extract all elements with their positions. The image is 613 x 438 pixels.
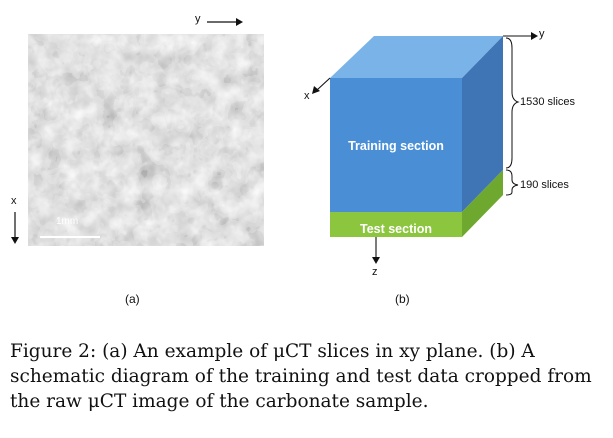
panel-b-label: (b) [395, 292, 410, 306]
training-front-face [330, 78, 462, 212]
caption-line: schematic diagram of the training and te… [10, 366, 592, 387]
caption-line: Figure 2: (a) An example of μCT slices i… [10, 341, 535, 362]
figure-caption: Figure 2: (a) An example of μCT slices i… [10, 339, 605, 414]
caption-line: the raw μCT image of the carbonate sampl… [10, 391, 429, 412]
training-slices-count: 1530 slices [520, 96, 576, 108]
panel-b-y-axis-label: y [539, 28, 545, 40]
panel-b-x-axis-label: x [304, 90, 310, 102]
test-front-face [330, 212, 462, 237]
panel-a-y-axis-label: y [195, 13, 201, 25]
training-brace [505, 37, 520, 169]
scale-bar-label: 1mm [56, 216, 79, 227]
schematic-diagram [312, 32, 538, 264]
panel-a-x-axis-label: x [11, 195, 17, 207]
panel-a-x-axis-arrow [11, 212, 19, 244]
test-slices-count: 190 slices [520, 179, 569, 191]
test-section-label: Test section [359, 222, 432, 236]
panel-a-label: (a) [125, 292, 140, 306]
block-top-face [330, 36, 503, 78]
panel-a-y-axis-arrow [207, 18, 243, 26]
training-side-face [462, 36, 503, 212]
panel-b-z-axis-label: z [372, 266, 378, 278]
test-brace [505, 169, 519, 196]
ct-slice-image [28, 34, 264, 246]
training-section-label: Training section [348, 139, 444, 153]
test-side-face [462, 170, 503, 237]
x-axis-arrow [316, 77, 331, 91]
